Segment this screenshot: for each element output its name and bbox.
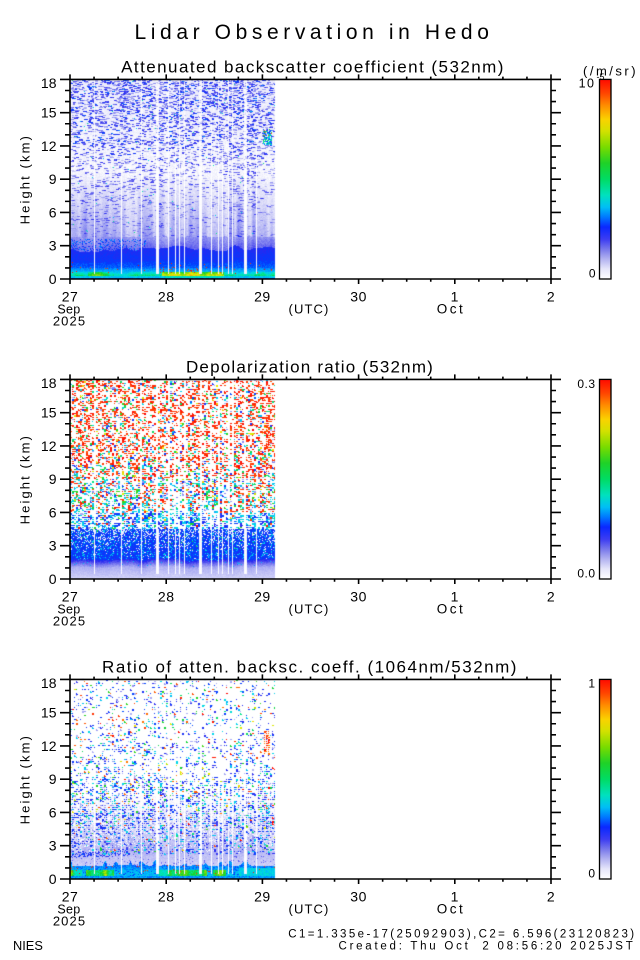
- svg-text:9: 9: [49, 471, 57, 487]
- svg-text:15: 15: [41, 405, 57, 421]
- svg-text:29: 29: [254, 889, 271, 905]
- svg-text:Oct: Oct: [437, 901, 466, 916]
- svg-text:28: 28: [158, 889, 175, 905]
- svg-text:28: 28: [158, 289, 175, 305]
- svg-text:30: 30: [350, 289, 367, 305]
- svg-text:0.0: 0.0: [577, 567, 595, 581]
- svg-text:6: 6: [49, 504, 57, 520]
- svg-text:6: 6: [49, 804, 57, 820]
- svg-text:0.3: 0.3: [577, 377, 595, 391]
- svg-text:12: 12: [41, 438, 57, 454]
- svg-text:15: 15: [41, 705, 57, 721]
- svg-text:0: 0: [49, 571, 57, 587]
- svg-text:Oct: Oct: [437, 601, 466, 616]
- svg-text:3: 3: [49, 838, 57, 854]
- svg-text:Sep: Sep: [57, 302, 80, 316]
- svg-text:2025: 2025: [53, 913, 86, 928]
- svg-text:9: 9: [49, 771, 57, 787]
- svg-text:2: 2: [547, 289, 555, 305]
- svg-text:(UTC): (UTC): [289, 901, 330, 916]
- svg-text:18: 18: [41, 375, 57, 391]
- svg-text:2025: 2025: [53, 313, 86, 328]
- svg-text:10: 10: [579, 77, 596, 91]
- svg-text:27: 27: [62, 289, 79, 305]
- svg-text:Depolarization ratio (532nm): Depolarization ratio (532nm): [186, 358, 434, 377]
- svg-text:-5: -5: [597, 72, 605, 82]
- svg-text:27: 27: [62, 889, 79, 905]
- svg-text:3: 3: [49, 238, 57, 254]
- svg-text:2: 2: [547, 589, 555, 605]
- svg-text:15: 15: [41, 105, 57, 121]
- svg-text:2: 2: [547, 889, 555, 905]
- svg-text:NIES: NIES: [13, 938, 43, 953]
- svg-text:1: 1: [451, 889, 459, 905]
- svg-text:1: 1: [451, 589, 459, 605]
- svg-text:18: 18: [41, 675, 57, 691]
- svg-text:30: 30: [350, 889, 367, 905]
- svg-text:2025: 2025: [53, 613, 86, 628]
- svg-text:12: 12: [41, 138, 57, 154]
- svg-text:0: 0: [49, 871, 57, 887]
- svg-text:9: 9: [49, 171, 57, 187]
- svg-text:1: 1: [588, 677, 595, 691]
- svg-text:0: 0: [49, 271, 57, 287]
- svg-text:C1=1.335e-17(25092903),C2= 6.5: C1=1.335e-17(25092903),C2= 6.596(2312082…: [288, 929, 636, 941]
- svg-text:6: 6: [49, 204, 57, 220]
- svg-text:Height (km): Height (km): [18, 134, 33, 224]
- svg-text:Height (km): Height (km): [18, 434, 33, 524]
- svg-text:(UTC): (UTC): [289, 601, 330, 616]
- svg-text:29: 29: [254, 589, 271, 605]
- svg-text:Lidar Observation in Hedo: Lidar Observation in Hedo: [135, 21, 494, 44]
- svg-text:Sep: Sep: [57, 902, 80, 916]
- svg-text:(/m/sr): (/m/sr): [583, 64, 638, 79]
- svg-text:Oct: Oct: [437, 301, 466, 316]
- svg-text:1: 1: [451, 289, 459, 305]
- svg-text:28: 28: [158, 589, 175, 605]
- svg-text:Height (km): Height (km): [18, 734, 33, 824]
- svg-text:29: 29: [254, 289, 271, 305]
- svg-text:0: 0: [589, 267, 596, 281]
- svg-text:3: 3: [49, 538, 57, 554]
- svg-text:27: 27: [62, 589, 79, 605]
- svg-text:(UTC): (UTC): [289, 301, 330, 316]
- svg-text:12: 12: [41, 738, 57, 754]
- svg-text:Attenuated backscatter coeffic: Attenuated backscatter coefficient (532n…: [121, 58, 505, 77]
- svg-text:0: 0: [588, 867, 595, 881]
- svg-text:30: 30: [350, 589, 367, 605]
- svg-text:Created: Thu Oct 2 08:56:20 2: Created: Thu Oct 2 08:56:20 2025JST: [339, 941, 636, 953]
- svg-text:18: 18: [41, 75, 57, 91]
- svg-text:Ratio of atten. backsc. coeff.: Ratio of atten. backsc. coeff. (1064nm/5…: [102, 658, 518, 677]
- svg-text:Sep: Sep: [57, 602, 80, 616]
